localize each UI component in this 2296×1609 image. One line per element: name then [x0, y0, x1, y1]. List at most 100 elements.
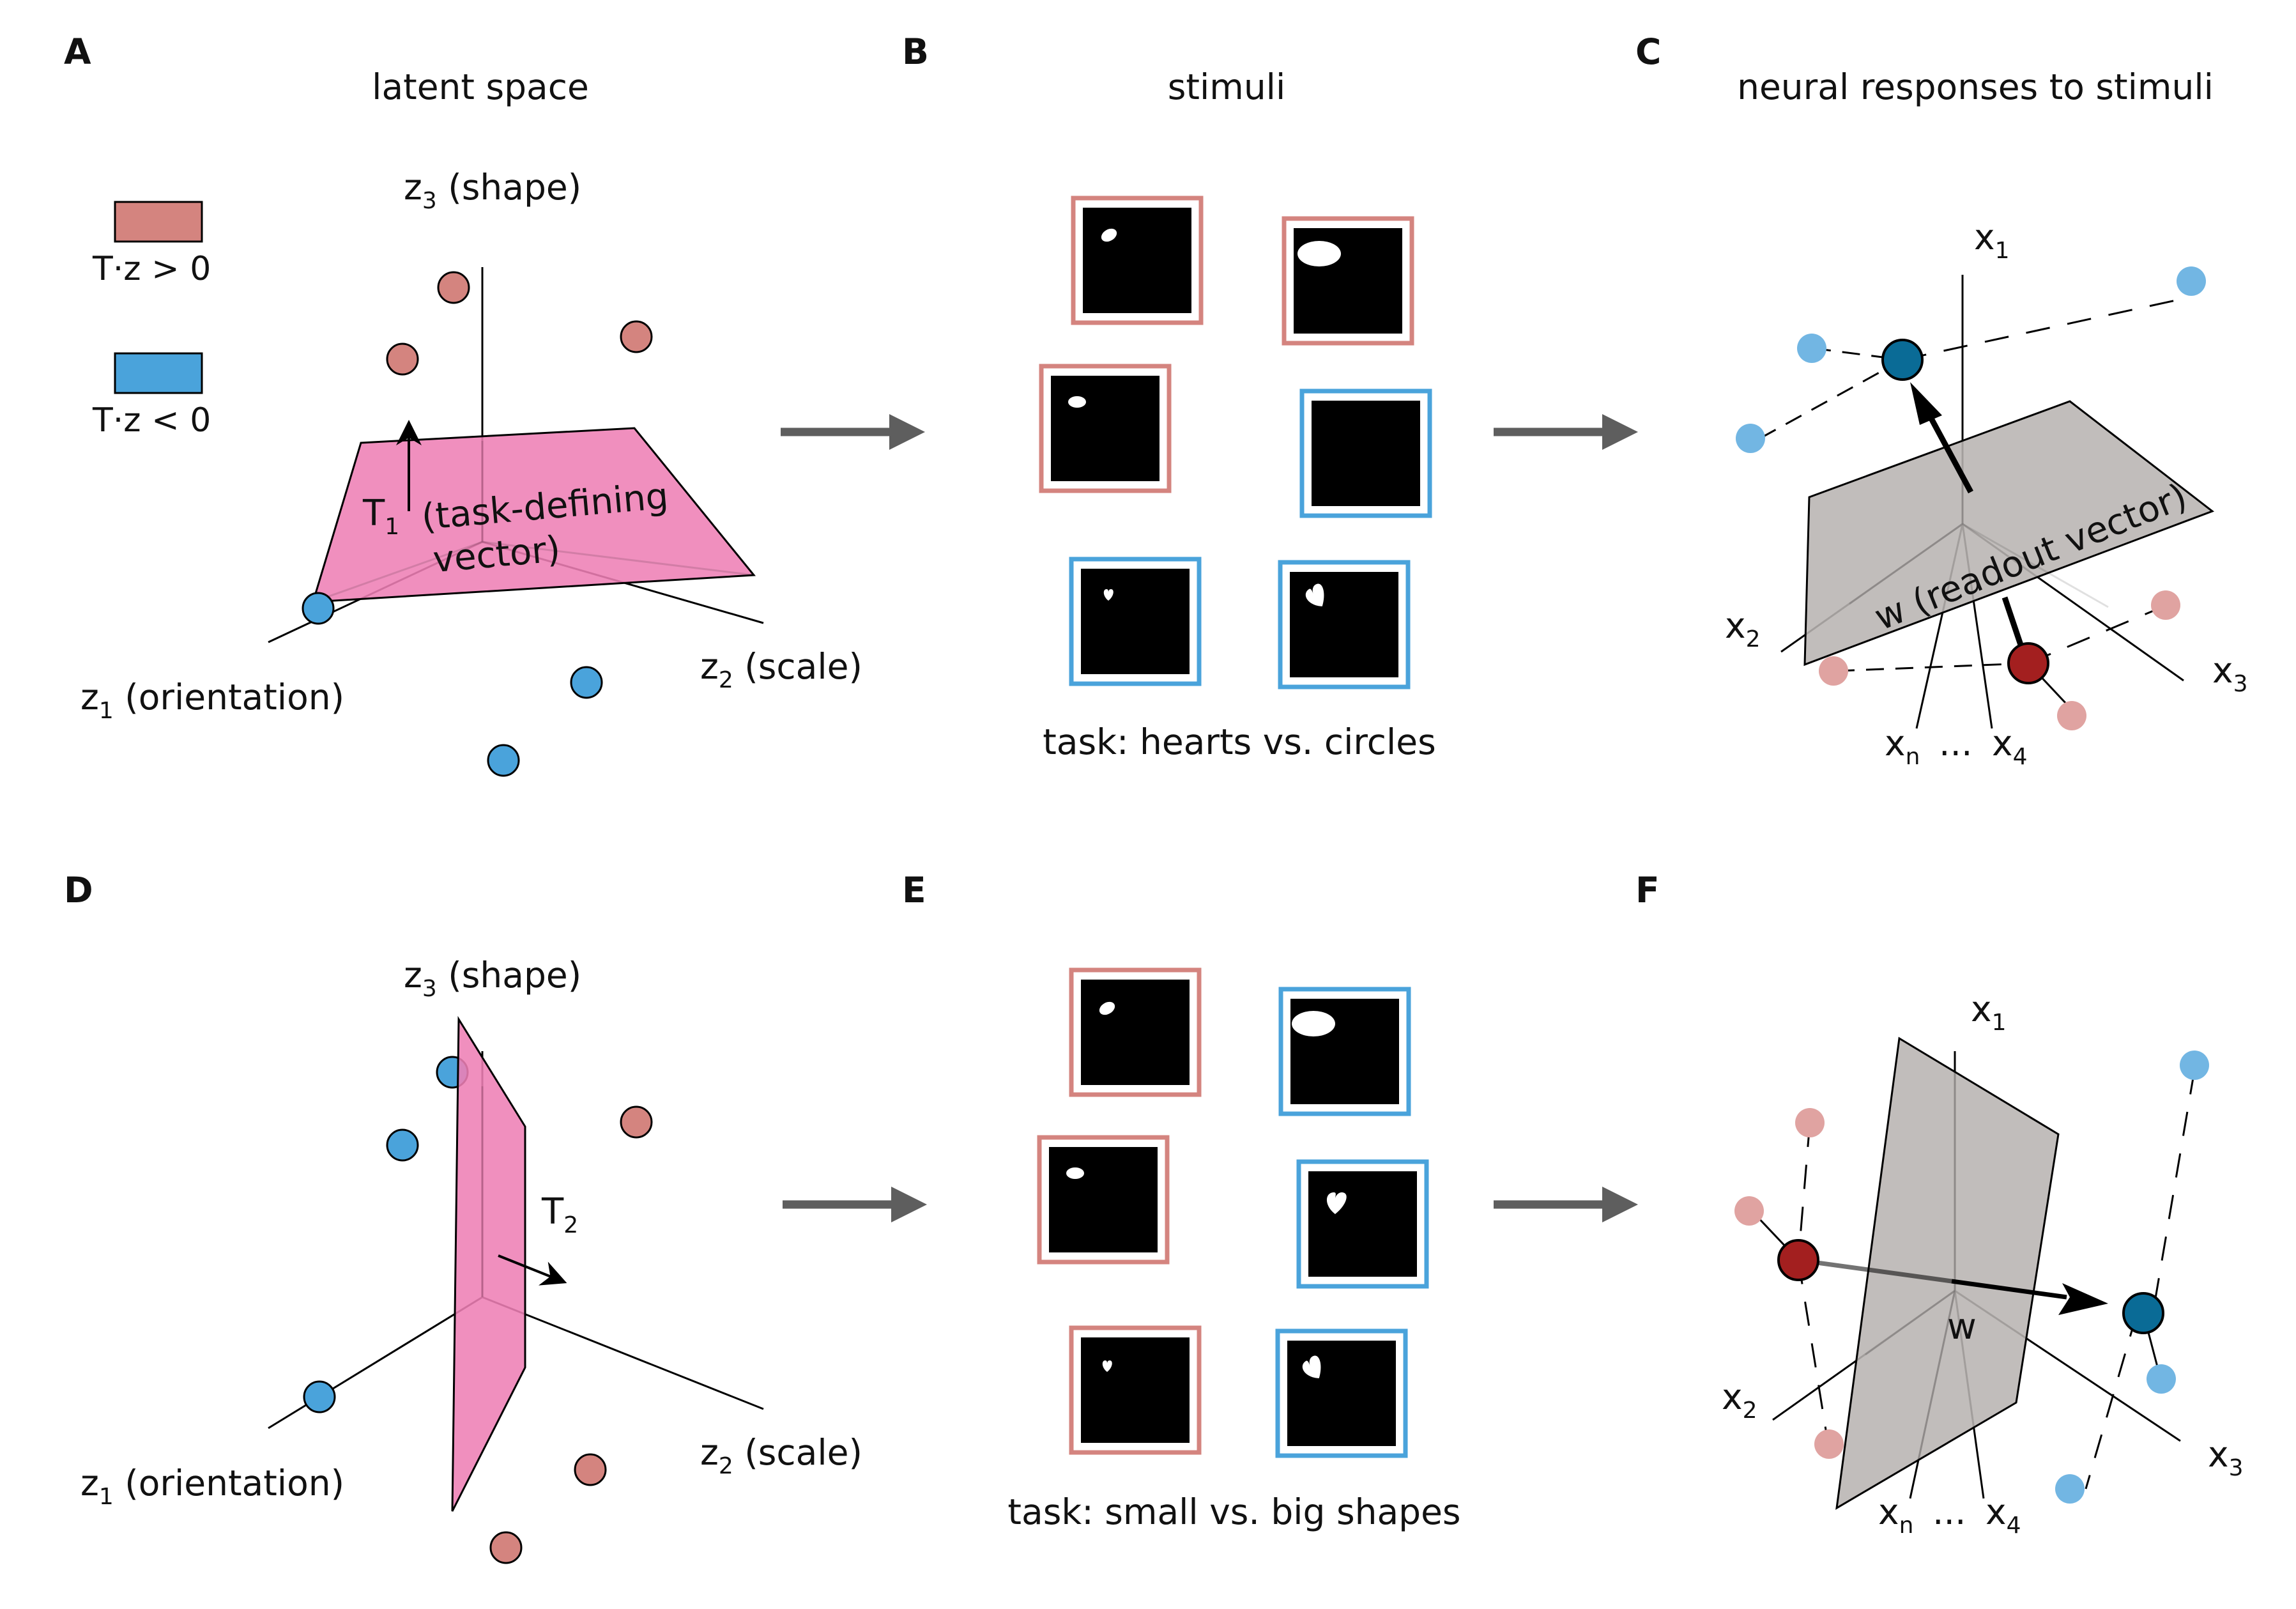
latent-point-negative	[487, 744, 520, 777]
stimulus-image	[1278, 560, 1411, 689]
panel-title-latent-space: latent space	[372, 66, 589, 107]
dashed-link	[1902, 298, 2182, 361]
z2-label: z2 (scale)	[700, 1432, 862, 1479]
response-point-light-red	[2057, 701, 2086, 730]
readout-plane-top	[1803, 400, 2215, 666]
latent-point-positive	[620, 320, 653, 353]
panel-title-neural-responses: neural responses to stimuli	[1737, 66, 2214, 107]
z1-axis-through-plane	[312, 541, 483, 603]
panel-d: D T2 z3 (shape) z2 (scale) z1 (orientati…	[64, 870, 862, 1564]
z1-axis	[268, 1296, 483, 1429]
stimulus-image	[1275, 1328, 1408, 1458]
latent-point-positive	[386, 343, 419, 376]
response-point-light-red	[1795, 1108, 1825, 1137]
response-mean-red	[1777, 1239, 1819, 1281]
response-point-light-red	[2151, 590, 2180, 620]
xn-label: xn	[1885, 723, 1920, 770]
x3-axis-through-plane	[1962, 523, 2109, 608]
panel-f: F w x1 x2 x3 xn	[1635, 870, 2243, 1539]
stimulus-image	[1069, 967, 1202, 1097]
dashed-link	[2028, 607, 2160, 665]
response-point-light-blue	[1736, 424, 1765, 453]
response-mean-blue	[1881, 339, 1924, 381]
x2-axis-through-plane	[1849, 523, 1963, 605]
z1-label: z1 (orientation)	[80, 677, 344, 724]
latent-point-positive	[437, 271, 470, 304]
flow-arrow-e-f	[1494, 1187, 1638, 1222]
stimulus-image	[1039, 364, 1172, 493]
x4-label: x4	[1992, 723, 2027, 770]
z2-axis-through-plane	[482, 541, 754, 576]
xn-axis-through-plane	[1909, 1290, 1956, 1499]
stimulus-image	[1296, 1159, 1429, 1289]
dashed-link	[1797, 1122, 1811, 1261]
dashed-link	[2152, 1070, 2196, 1314]
stimulus-image	[1278, 987, 1411, 1116]
panel-e: E task:	[902, 870, 1461, 1532]
response-point-light-blue	[1797, 334, 1826, 363]
panel-label-c: C	[1635, 31, 1661, 72]
response-point-light-blue	[2147, 1364, 2176, 1394]
response-mean-red	[2007, 642, 2049, 684]
latent-point-positive	[489, 1531, 523, 1564]
x2-label: x2	[1725, 605, 1760, 652]
stimulus-image	[1069, 1325, 1202, 1455]
legend-text-positive: T·z > 0	[92, 250, 211, 288]
response-point-light-red	[1814, 1429, 1844, 1459]
flow-arrow-b-c	[1494, 414, 1638, 450]
caption-bottom-task: task: small vs. big shapes	[1007, 1491, 1460, 1532]
stimulus-image	[1037, 1135, 1170, 1265]
x4-label: x4	[1986, 1491, 2021, 1539]
task-plane-t2	[451, 1015, 526, 1512]
axis-ellipsis: ...	[1939, 723, 1972, 764]
flow-arrow-d-e	[783, 1187, 927, 1222]
panel-label-b: B	[902, 31, 929, 72]
latent-point-negative	[386, 1128, 419, 1162]
dashed-link	[1836, 662, 2029, 672]
dashed-link	[2085, 1313, 2138, 1490]
readout-vector-tail	[1798, 1258, 1952, 1284]
task-plane-t1	[311, 427, 756, 603]
panel-label-e: E	[902, 870, 926, 911]
response-mean-blue	[2122, 1292, 2164, 1334]
latent-point-positive	[620, 1105, 653, 1139]
readout-vector-arrowhead	[1910, 382, 1942, 425]
readout-vector-arrow	[1951, 1279, 2067, 1300]
stimulus-image	[1299, 389, 1432, 518]
z3-label: z3 (shape)	[404, 167, 581, 214]
readout-plane-bottom	[1835, 1036, 2060, 1510]
readout-vector-arrow	[1924, 407, 1973, 494]
latent-point-negative	[303, 1380, 336, 1413]
readout-vector-tail	[2001, 596, 2025, 650]
x2-axis-through-plane	[1865, 1290, 1955, 1356]
axis-ellipsis: ...	[1932, 1491, 1966, 1532]
z2-axis	[482, 1296, 764, 1410]
z1-label: z1 (orientation)	[80, 1463, 344, 1510]
x3-label: x3	[2212, 650, 2247, 697]
latent-point-negative	[570, 666, 603, 699]
readout-vector-arrowhead	[2058, 1283, 2108, 1315]
panel-a: A latent space T·z > 0 T·z < 0 T1 (task-…	[64, 31, 862, 777]
latent-point-positive	[574, 1453, 607, 1486]
response-point-light-red	[1819, 656, 1848, 686]
flow-arrow-a-b	[781, 414, 925, 450]
x3-label: x3	[2208, 1434, 2243, 1481]
panel-title-stimuli: stimuli	[1168, 66, 1286, 107]
panel-c: C neural responses to stimuli w (readout…	[1635, 31, 2247, 770]
z2-label: z2 (scale)	[700, 646, 862, 693]
legend: T·z > 0 T·z < 0	[92, 201, 211, 440]
stimulus-image	[1282, 216, 1414, 346]
t2-arrow	[498, 1254, 567, 1286]
stimulus-image	[1071, 196, 1204, 325]
panel-b: B stimuli	[902, 31, 1436, 762]
xn-label: xn	[1878, 1491, 1913, 1539]
response-point-light-blue	[2180, 1051, 2209, 1080]
readout-vector-label: w	[1947, 1306, 1977, 1348]
latent-point-negative	[302, 592, 335, 625]
dashed-link	[1797, 1259, 1828, 1438]
x2-label: x2	[1722, 1376, 1757, 1424]
legend-swatch-negative	[114, 352, 203, 394]
x1-label: x1	[1971, 989, 2006, 1036]
panel-label-a: A	[64, 31, 91, 72]
